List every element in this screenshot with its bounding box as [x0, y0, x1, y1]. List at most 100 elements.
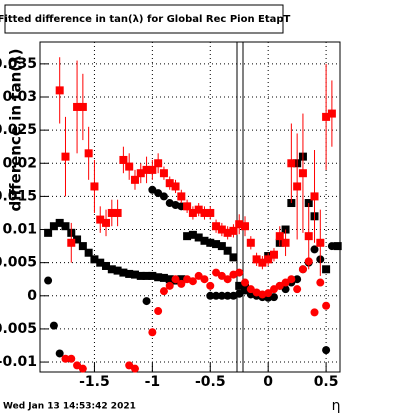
plot-frame: [39, 41, 341, 373]
point: [316, 278, 325, 287]
point: [269, 285, 278, 294]
point: [327, 109, 336, 118]
point: [159, 287, 168, 296]
point: [113, 208, 122, 217]
point: [113, 266, 122, 275]
point: [188, 208, 197, 217]
point: [142, 297, 151, 306]
point: [96, 258, 105, 267]
point: [206, 238, 215, 247]
y-tick-label: 0.02: [2, 155, 37, 171]
point: [235, 268, 244, 277]
point: [322, 112, 331, 121]
point: [316, 238, 325, 247]
point: [148, 271, 157, 280]
point: [188, 277, 197, 286]
point: [310, 192, 319, 201]
title-box: [4, 4, 284, 34]
point: [322, 265, 331, 274]
point: [119, 155, 128, 164]
point: [264, 289, 273, 298]
point: [212, 240, 221, 249]
point: [90, 182, 99, 191]
point: [275, 281, 284, 290]
point: [159, 169, 168, 178]
point: [73, 361, 82, 370]
point: [293, 182, 302, 191]
x-tick-label: -0.5: [195, 374, 226, 390]
point: [229, 226, 238, 235]
point: [229, 253, 238, 262]
point: [84, 149, 93, 158]
point: [142, 271, 151, 280]
point: [55, 86, 64, 95]
point: [252, 255, 261, 264]
y-tick-label: 0.015: [0, 188, 37, 204]
point: [287, 159, 296, 168]
point: [102, 218, 111, 227]
point: [235, 220, 244, 229]
x-tick-label: -1.5: [79, 374, 110, 390]
point: [177, 275, 186, 284]
point: [107, 208, 116, 217]
point: [44, 276, 53, 285]
point: [212, 291, 221, 300]
point: [165, 281, 174, 290]
point: [84, 248, 93, 257]
point: [200, 236, 209, 245]
point: [171, 182, 180, 191]
point: [188, 230, 197, 239]
point: [200, 275, 209, 284]
point: [67, 238, 76, 247]
point: [217, 225, 226, 234]
point: [217, 291, 226, 300]
point: [125, 269, 134, 278]
x-axis-label: η: [332, 398, 341, 414]
point: [264, 255, 273, 264]
point: [165, 275, 174, 284]
point: [154, 189, 163, 198]
point: [241, 278, 250, 287]
y-tick-label: 0: [27, 288, 37, 304]
point: [293, 285, 302, 294]
point: [67, 354, 76, 363]
point: [212, 222, 221, 231]
point: [269, 250, 278, 259]
point: [154, 159, 163, 168]
point: [206, 208, 215, 217]
point: [217, 271, 226, 280]
point: [165, 179, 174, 188]
point: [78, 242, 87, 251]
point: [73, 235, 82, 244]
point: [200, 208, 209, 217]
point: [49, 321, 58, 330]
point: [55, 218, 64, 227]
y-axis-label: difference in tan(λ): [7, 49, 25, 212]
x-tick-label: 0: [263, 374, 273, 390]
point: [136, 169, 145, 178]
point: [333, 242, 342, 251]
point: [304, 232, 313, 241]
y-tick-label: 0.03: [2, 89, 37, 105]
point: [235, 281, 244, 290]
point: [73, 102, 82, 111]
point: [159, 192, 168, 201]
point: [223, 246, 232, 255]
y-tick-label: 0.005: [0, 255, 37, 271]
point: [142, 165, 151, 174]
point: [310, 308, 319, 317]
y-tick-label: 0.025: [0, 122, 37, 138]
y-tick-label: 0.01: [2, 222, 37, 238]
point: [159, 273, 168, 282]
point: [281, 278, 290, 287]
point: [246, 238, 255, 247]
point: [223, 275, 232, 284]
point: [154, 307, 163, 316]
point: [177, 279, 186, 288]
point: [96, 215, 105, 224]
point: [327, 242, 336, 251]
point: [183, 232, 192, 241]
point: [90, 255, 99, 264]
point: [130, 175, 139, 184]
